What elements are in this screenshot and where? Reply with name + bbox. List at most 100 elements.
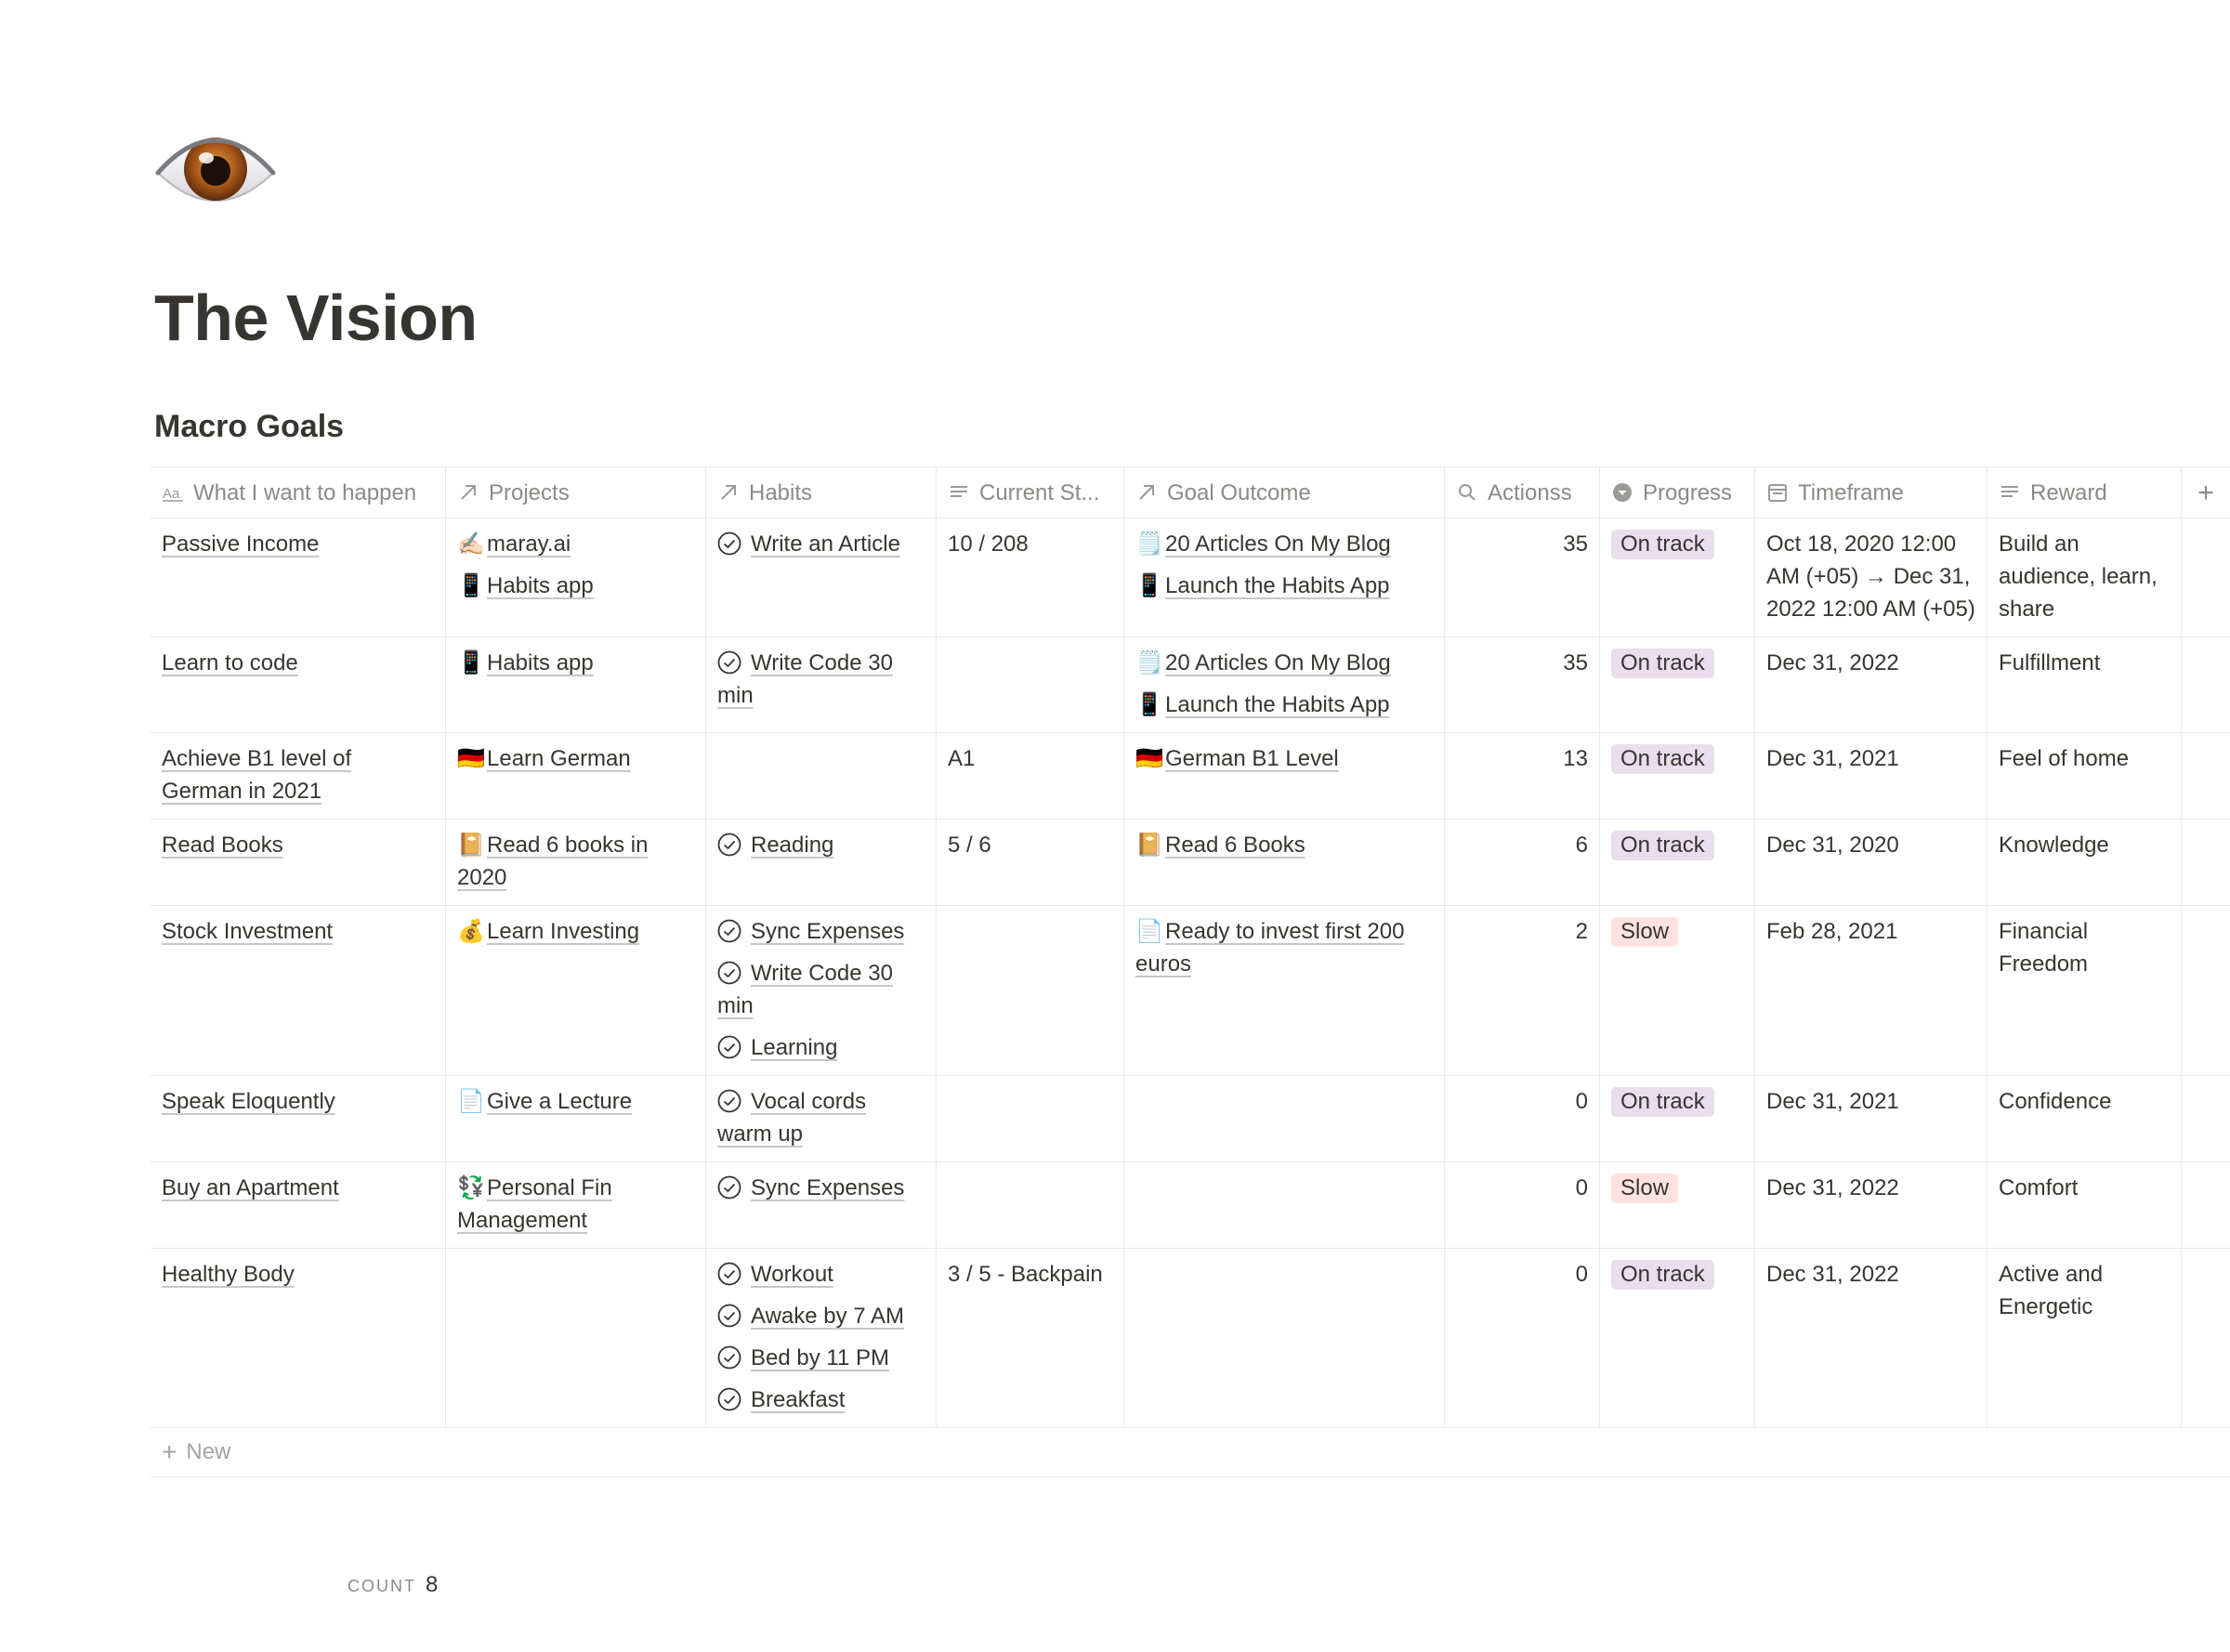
- habit-relation[interactable]: Awake by 7 AM: [717, 1300, 925, 1332]
- habit-relation[interactable]: Sync Expenses: [717, 915, 925, 948]
- progress-tag[interactable]: On track: [1611, 649, 1714, 678]
- outcome-link[interactable]: Read 6 Books: [1165, 833, 1305, 858]
- column-reward-header[interactable]: Reward: [1987, 467, 2182, 518]
- table-row[interactable]: Learn to code 📱Habits app Write Code 30 mi…: [151, 637, 2230, 733]
- outcome-relation[interactable]: 📱Launch the Habits App: [1135, 570, 1433, 602]
- projects-cell[interactable]: 📔Read 6 books in 2020: [446, 819, 706, 905]
- row-title-link[interactable]: Passive Income: [162, 531, 320, 557]
- habit-relation[interactable]: Workout: [717, 1258, 925, 1291]
- title-cell[interactable]: Stock Investment: [151, 906, 446, 1075]
- habit-link[interactable]: Awake by 7 AM: [751, 1304, 904, 1329]
- habits-cell[interactable]: Reading: [706, 819, 937, 905]
- table-row[interactable]: Buy an Apartment 💱Personal Fin Management…: [151, 1162, 2230, 1249]
- timeframe-cell[interactable]: Dec 31, 2021: [1755, 1076, 1987, 1161]
- habit-link[interactable]: Sync Expenses: [751, 919, 905, 944]
- current-status-cell[interactable]: 10 / 208: [937, 518, 1124, 636]
- actions-cell[interactable]: 35: [1445, 637, 1600, 732]
- goal-outcome-cell[interactable]: [1124, 1162, 1445, 1248]
- projects-cell[interactable]: 📄Give a Lecture: [446, 1076, 706, 1161]
- table-row[interactable]: Passive Income ✍🏻maray.ai 📱Habits app Write…: [151, 518, 2230, 637]
- reward-cell[interactable]: Fulfillment: [1987, 637, 2182, 732]
- progress-tag[interactable]: On track: [1611, 744, 1714, 774]
- habit-link[interactable]: Bed by 11 PM: [751, 1345, 889, 1370]
- timeframe-cell[interactable]: Dec 31, 2020: [1755, 819, 1987, 905]
- progress-cell[interactable]: On track: [1600, 518, 1755, 636]
- add-column-button[interactable]: +: [2197, 477, 2214, 508]
- actions-cell[interactable]: 2: [1445, 906, 1600, 1075]
- project-relation[interactable]: 📱Habits app: [457, 647, 694, 679]
- project-relation[interactable]: ✍🏻maray.ai: [457, 528, 694, 560]
- projects-cell[interactable]: 🇩🇪Learn German: [446, 733, 706, 819]
- reward-cell[interactable]: Build an audience, learn, share: [1987, 518, 2182, 636]
- title-cell[interactable]: Healthy Body: [151, 1249, 446, 1427]
- projects-cell[interactable]: 💰Learn Investing: [446, 906, 706, 1075]
- current-status-cell[interactable]: 3 / 5 - Backpain: [937, 1249, 1124, 1427]
- habits-cell[interactable]: Sync Expenses Write Code 30 min Learning: [706, 906, 937, 1075]
- row-title-link[interactable]: Buy an Apartment: [162, 1175, 339, 1200]
- progress-tag[interactable]: On track: [1611, 831, 1714, 860]
- habit-relation[interactable]: Write an Article: [717, 528, 925, 560]
- timeframe-cell[interactable]: Dec 31, 2021: [1755, 733, 1987, 819]
- habit-link[interactable]: Vocal cords warm up: [717, 1089, 867, 1147]
- progress-tag[interactable]: Slow: [1611, 1173, 1679, 1203]
- actions-cell[interactable]: 13: [1445, 733, 1600, 819]
- column-title-header[interactable]: Aa What I want to happen: [151, 467, 446, 518]
- current-status-cell[interactable]: 5 / 6: [937, 819, 1124, 905]
- outcome-link[interactable]: Launch the Habits App: [1165, 692, 1390, 717]
- progress-tag[interactable]: On track: [1611, 1260, 1714, 1290]
- actions-cell[interactable]: 0: [1445, 1162, 1600, 1248]
- project-relation[interactable]: 📄Give a Lecture: [457, 1085, 694, 1118]
- row-title-link[interactable]: Achieve B1 level of German in 2021: [162, 746, 352, 804]
- timeframe-cell[interactable]: Feb 28, 2021: [1755, 906, 1987, 1075]
- outcome-relation[interactable]: 🗒️20 Articles On My Blog: [1135, 647, 1433, 679]
- column-timeframe-header[interactable]: Timeframe: [1755, 467, 1987, 518]
- outcome-relation[interactable]: 📔Read 6 Books: [1135, 829, 1433, 861]
- progress-tag[interactable]: Slow: [1611, 917, 1679, 947]
- habit-link[interactable]: Workout: [751, 1262, 833, 1287]
- outcome-relation[interactable]: 🗒️20 Articles On My Blog: [1135, 528, 1433, 560]
- progress-cell[interactable]: Slow: [1600, 906, 1755, 1075]
- projects-cell[interactable]: ✍🏻maray.ai 📱Habits app: [446, 518, 706, 636]
- actions-cell[interactable]: 35: [1445, 518, 1600, 636]
- goal-outcome-cell[interactable]: [1124, 1076, 1445, 1161]
- goal-outcome-cell[interactable]: 🗒️20 Articles On My Blog 📱Launch the Habi…: [1124, 637, 1445, 732]
- timeframe-cell[interactable]: Dec 31, 2022: [1755, 1249, 1987, 1427]
- actions-cell[interactable]: 0: [1445, 1249, 1600, 1427]
- habits-cell[interactable]: Write Code 30 min: [706, 637, 937, 732]
- new-row-button[interactable]: + New: [151, 1428, 2230, 1477]
- reward-cell[interactable]: Financial Freedom: [1987, 906, 2182, 1075]
- column-progress-header[interactable]: Progress: [1600, 467, 1755, 518]
- reward-cell[interactable]: Active and Energetic: [1987, 1249, 2182, 1427]
- project-link[interactable]: Habits app: [487, 573, 594, 598]
- projects-cell[interactable]: 📱Habits app: [446, 637, 706, 732]
- habit-link[interactable]: Learning: [751, 1035, 838, 1060]
- row-title-link[interactable]: Stock Investment: [162, 919, 334, 944]
- habits-cell[interactable]: Write an Article: [706, 518, 937, 636]
- project-link[interactable]: Give a Lecture: [487, 1089, 633, 1114]
- title-cell[interactable]: Achieve B1 level of German in 2021: [151, 733, 446, 819]
- project-relation[interactable]: 🇩🇪Learn German: [457, 742, 694, 775]
- progress-tag[interactable]: On track: [1611, 1087, 1714, 1117]
- row-title-link[interactable]: Read Books: [162, 833, 283, 858]
- project-link[interactable]: Habits app: [487, 650, 594, 675]
- outcome-link[interactable]: 20 Articles On My Blog: [1165, 650, 1391, 675]
- progress-cell[interactable]: On track: [1600, 637, 1755, 732]
- eye-icon[interactable]: [154, 121, 277, 217]
- reward-cell[interactable]: Knowledge: [1987, 819, 2182, 905]
- row-title-link[interactable]: Speak Eloquently: [162, 1089, 335, 1114]
- timeframe-cell[interactable]: Oct 18, 2020 12:00 AM (+05) → Dec 31, 20…: [1755, 518, 1987, 636]
- progress-cell[interactable]: On track: [1600, 1076, 1755, 1161]
- goal-outcome-cell[interactable]: 🇩🇪German B1 Level: [1124, 733, 1445, 819]
- title-cell[interactable]: Speak Eloquently: [151, 1076, 446, 1161]
- table-row[interactable]: Stock Investment 💰Learn Investing Sync Exp…: [151, 906, 2230, 1076]
- habit-relation[interactable]: Reading: [717, 829, 925, 861]
- goal-outcome-cell[interactable]: [1124, 1249, 1445, 1427]
- habit-relation[interactable]: Vocal cords warm up: [717, 1085, 925, 1150]
- progress-cell[interactable]: Slow: [1600, 1162, 1755, 1248]
- habit-relation[interactable]: Write Code 30 min: [717, 647, 925, 712]
- actions-cell[interactable]: 0: [1445, 1076, 1600, 1161]
- habit-link[interactable]: Breakfast: [751, 1387, 846, 1412]
- outcome-relation[interactable]: 📄Ready to invest first 200 euros: [1135, 915, 1433, 980]
- project-link[interactable]: Read 6 books in 2020: [457, 833, 649, 890]
- progress-cell[interactable]: On track: [1600, 733, 1755, 819]
